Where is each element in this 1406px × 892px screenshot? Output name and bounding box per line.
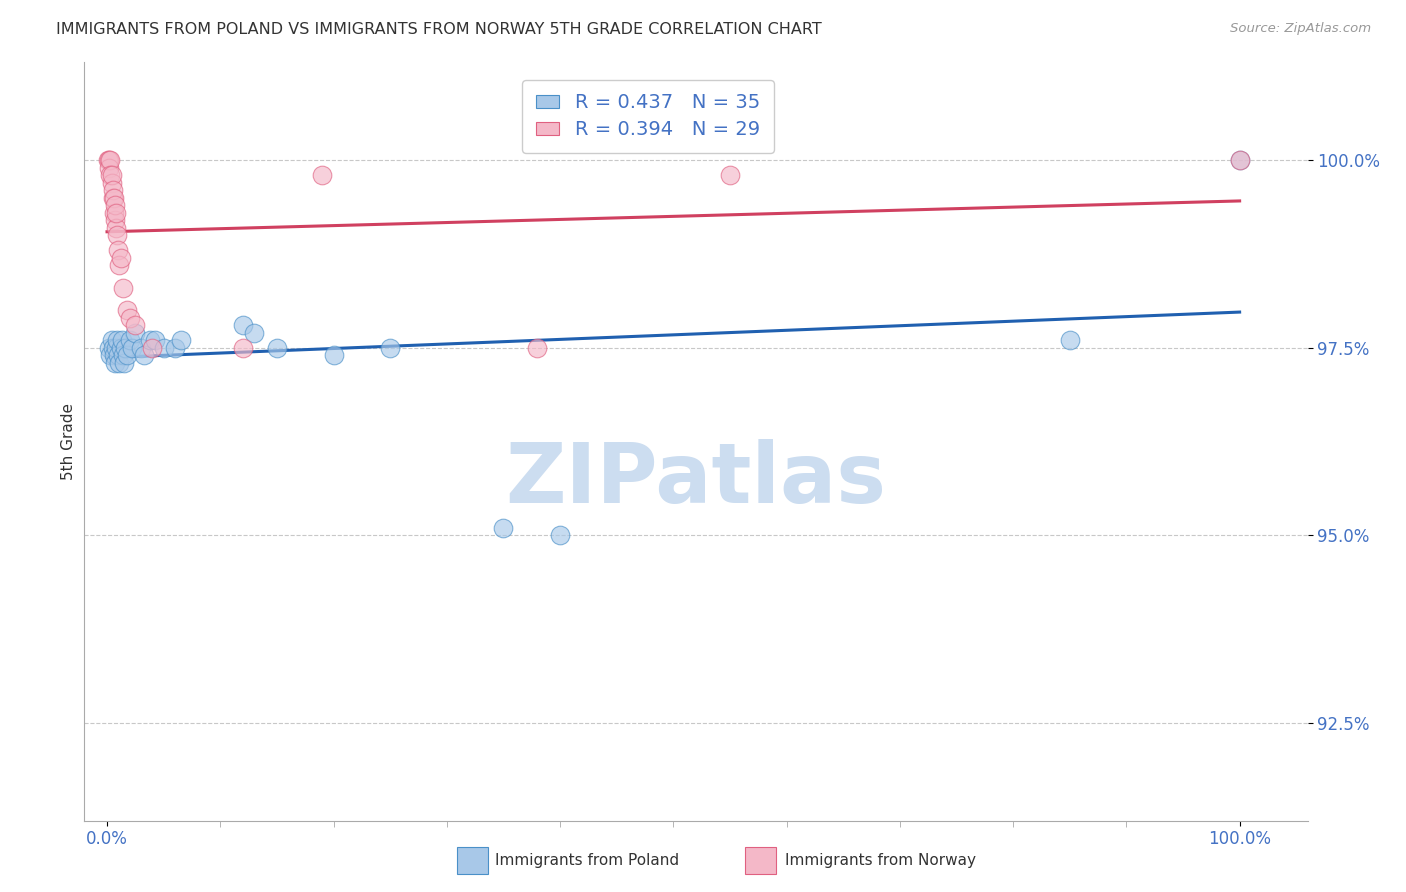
- Text: Immigrants from Poland: Immigrants from Poland: [495, 854, 679, 868]
- Point: [311, 168, 333, 182]
- Point: [101, 190, 124, 204]
- Point: [104, 198, 127, 212]
- Point: [98, 161, 121, 175]
- Point: [103, 205, 125, 219]
- Text: Immigrants from Norway: Immigrants from Norway: [785, 854, 976, 868]
- Point: [322, 348, 344, 362]
- Point: [118, 333, 141, 347]
- Point: [266, 341, 288, 355]
- Point: [110, 251, 132, 265]
- Point: [105, 220, 128, 235]
- Point: [141, 341, 163, 355]
- Point: [100, 153, 122, 167]
- Point: [107, 348, 129, 362]
- Point: [1059, 333, 1081, 347]
- Text: IMMIGRANTS FROM POLAND VS IMMIGRANTS FROM NORWAY 5TH GRADE CORRELATION CHART: IMMIGRANTS FROM POLAND VS IMMIGRANTS FRO…: [56, 22, 823, 37]
- Point: [111, 280, 134, 294]
- Point: [232, 341, 254, 355]
- Point: [104, 356, 127, 370]
- Text: ZIPatlas: ZIPatlas: [506, 439, 886, 520]
- Legend: R = 0.437   N = 35, R = 0.394   N = 29: R = 0.437 N = 35, R = 0.394 N = 29: [522, 79, 773, 153]
- Point: [105, 205, 128, 219]
- Point: [103, 348, 125, 362]
- Point: [105, 341, 128, 355]
- Point: [118, 310, 141, 325]
- Point: [111, 348, 134, 362]
- Point: [134, 348, 156, 362]
- Point: [105, 228, 128, 243]
- Point: [124, 318, 146, 333]
- Point: [380, 341, 402, 355]
- Point: [114, 341, 136, 355]
- Point: [1229, 153, 1251, 167]
- Point: [163, 341, 186, 355]
- Point: [97, 153, 120, 167]
- Point: [108, 258, 131, 272]
- Point: [117, 303, 139, 318]
- Point: [105, 333, 128, 347]
- Text: Source: ZipAtlas.com: Source: ZipAtlas.com: [1230, 22, 1371, 36]
- Point: [107, 243, 129, 257]
- Point: [117, 348, 139, 362]
- Point: [112, 356, 135, 370]
- Point: [100, 333, 122, 347]
- Point: [492, 521, 515, 535]
- Point: [98, 153, 121, 167]
- Point: [121, 341, 143, 355]
- Point: [108, 356, 131, 370]
- Point: [98, 341, 121, 355]
- Point: [124, 326, 146, 340]
- Point: [111, 333, 134, 347]
- Point: [152, 341, 174, 355]
- Point: [110, 341, 132, 355]
- Point: [232, 318, 254, 333]
- Point: [243, 326, 266, 340]
- Point: [1229, 153, 1251, 167]
- Point: [103, 190, 125, 204]
- Point: [100, 168, 122, 182]
- Point: [100, 176, 122, 190]
- Point: [548, 528, 571, 542]
- Point: [101, 183, 124, 197]
- Point: [100, 348, 122, 362]
- Point: [169, 333, 191, 347]
- Point: [139, 333, 162, 347]
- Point: [526, 341, 548, 355]
- Point: [104, 213, 127, 227]
- Point: [101, 341, 124, 355]
- Point: [100, 168, 122, 182]
- Y-axis label: 5th Grade: 5th Grade: [60, 403, 76, 480]
- Point: [143, 333, 166, 347]
- Point: [718, 168, 741, 182]
- Point: [129, 341, 152, 355]
